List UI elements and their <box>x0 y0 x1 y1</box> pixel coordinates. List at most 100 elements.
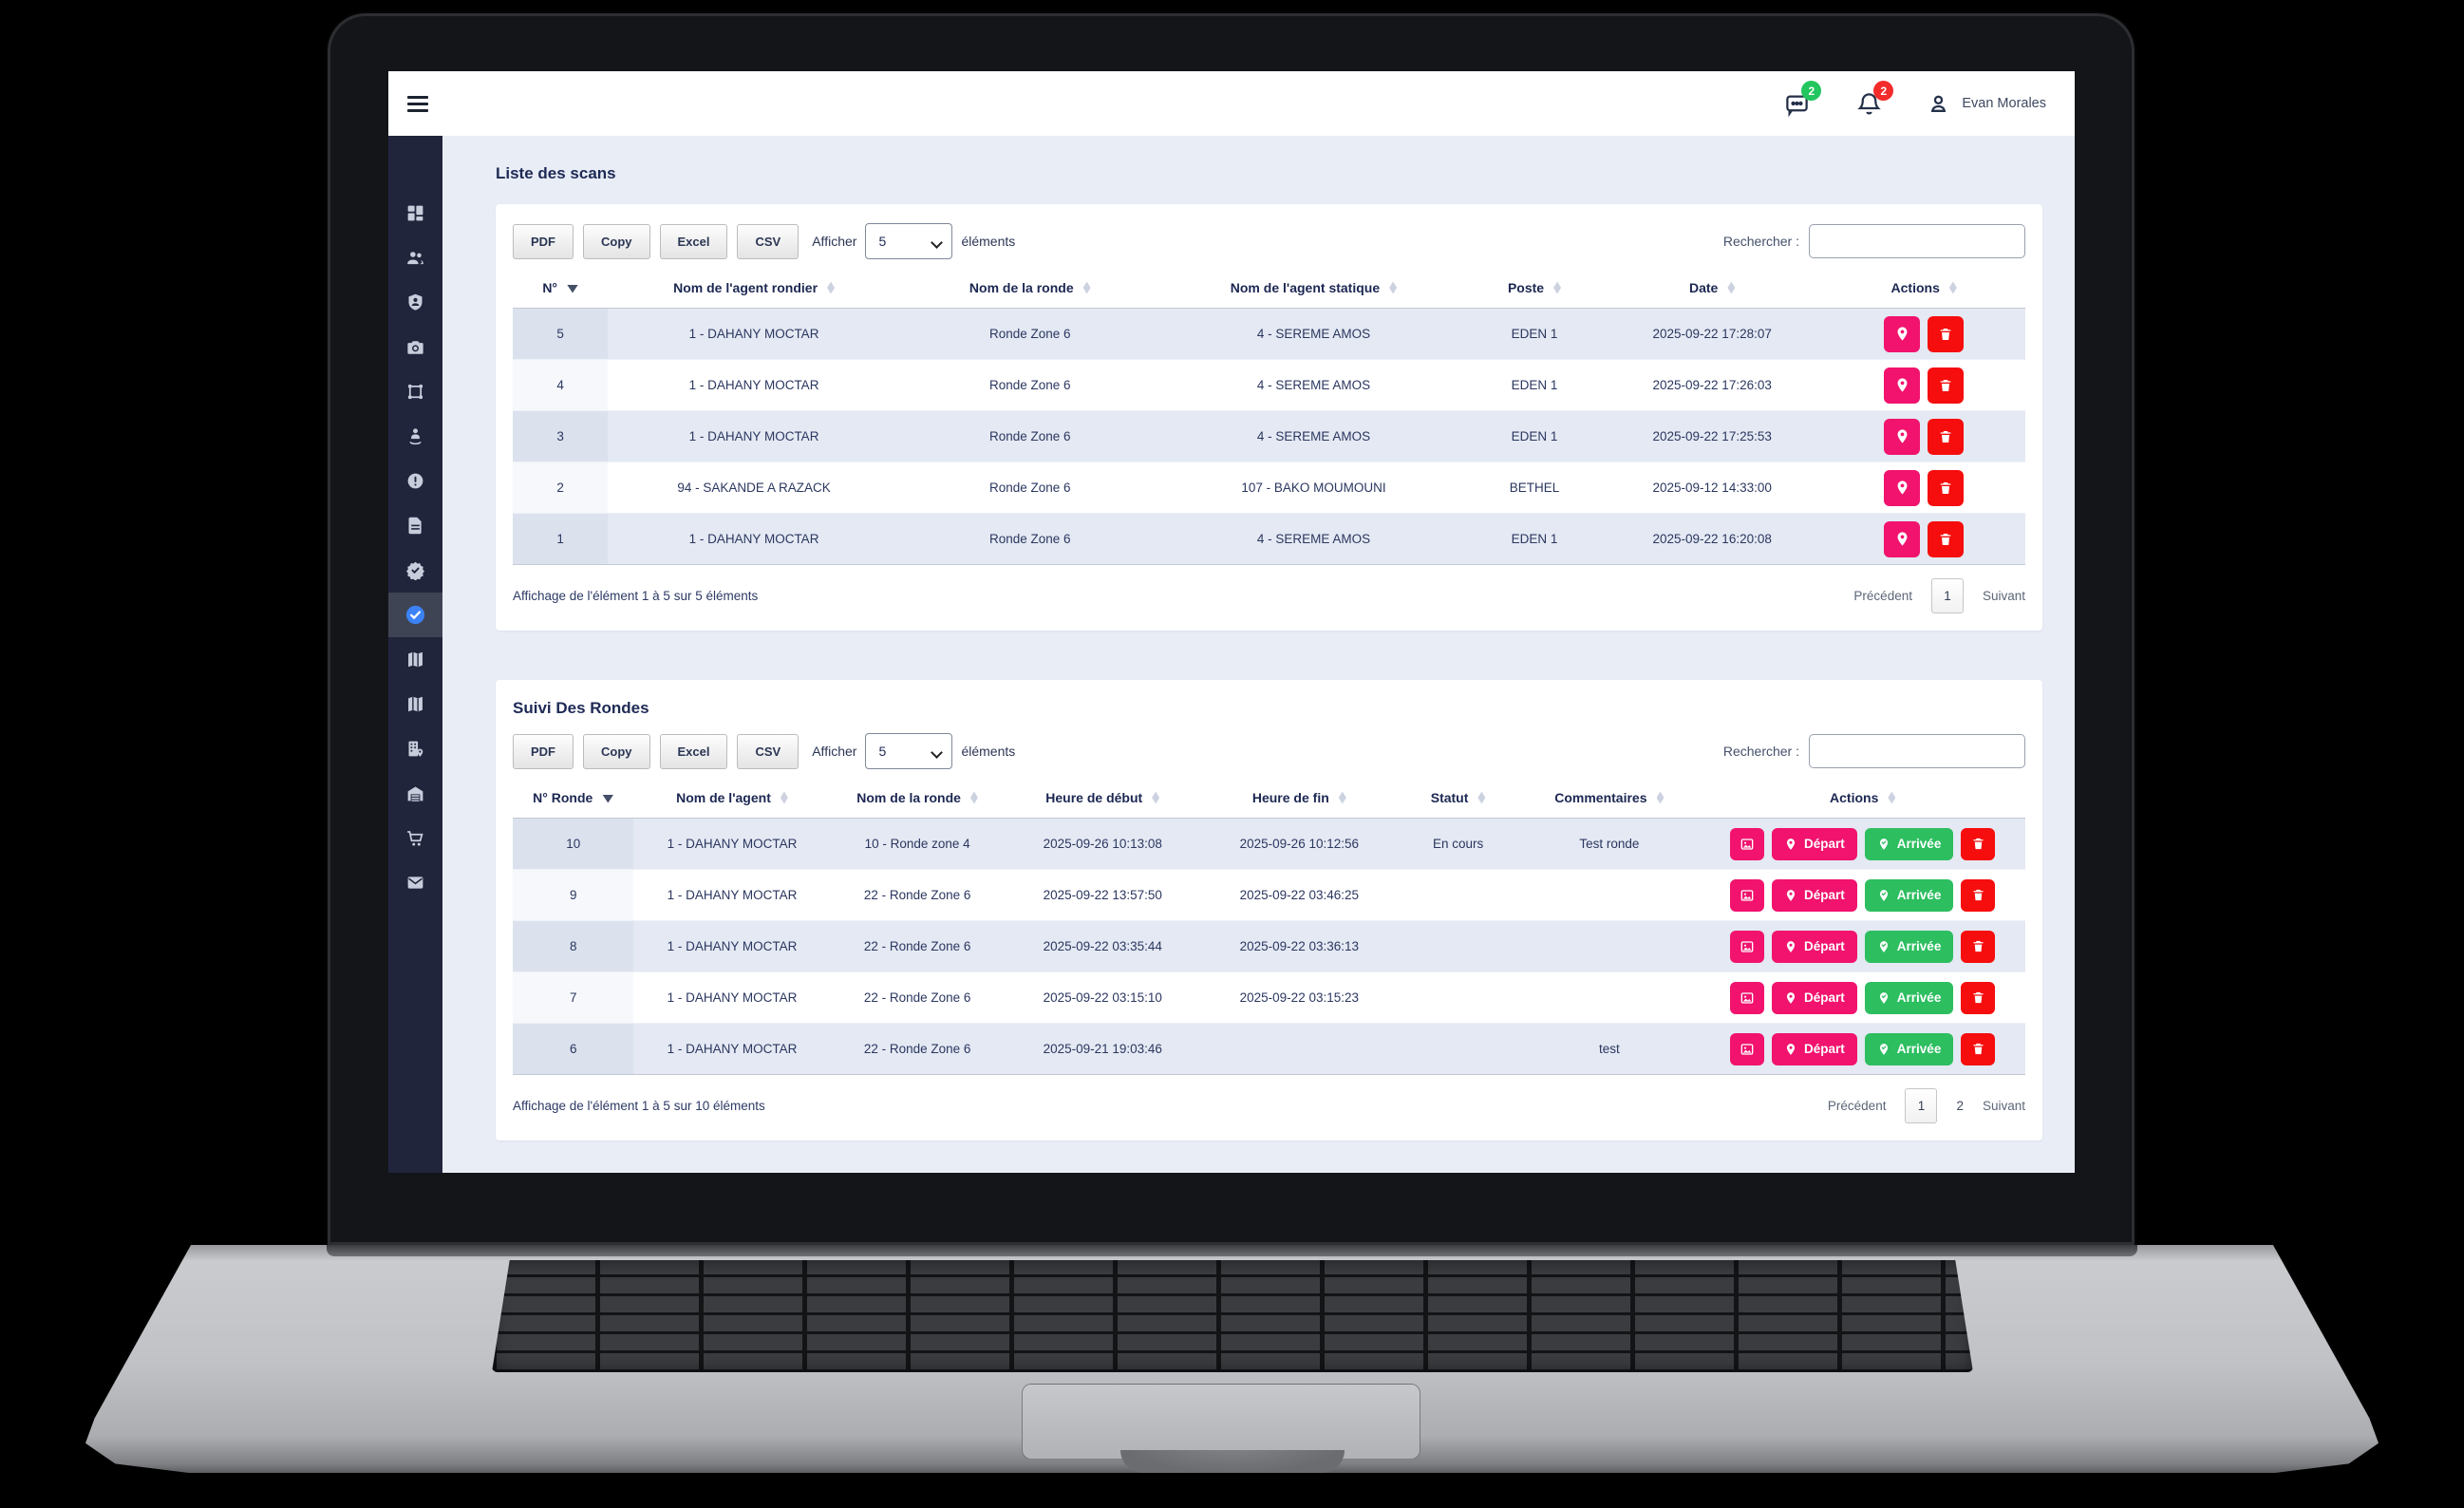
chat-icon <box>1786 95 1808 117</box>
locate-button[interactable] <box>1884 367 1921 404</box>
sort-desc-icon <box>602 794 614 803</box>
delete-button[interactable] <box>1928 520 1965 557</box>
page-1-button[interactable]: 1 <box>1905 1088 1938 1123</box>
sidebar-item-agent-location[interactable] <box>388 414 442 459</box>
column-header-date[interactable]: Date <box>1602 274 1823 308</box>
locate-button[interactable] <box>1884 315 1921 352</box>
previous-page-button[interactable]: Précédent <box>1853 589 1912 603</box>
trash-icon <box>1940 533 1951 545</box>
menu-toggle-button[interactable] <box>407 95 428 112</box>
column-header-fin[interactable]: Heure de fin <box>1201 784 1398 818</box>
notifications-button[interactable]: 2 <box>1854 81 1894 118</box>
delete-button[interactable] <box>1961 878 1996 912</box>
page-1-button[interactable]: 1 <box>1930 578 1964 613</box>
locate-button[interactable] <box>1884 469 1921 506</box>
user-icon <box>1931 95 1947 112</box>
depart-button[interactable]: Départ <box>1772 930 1857 963</box>
sidebar-item-scans-active[interactable] <box>388 593 442 637</box>
delete-button[interactable] <box>1928 367 1965 404</box>
page-length-select[interactable]: 5 <box>865 223 953 259</box>
column-header-actions[interactable]: Actions <box>1700 784 2024 818</box>
delete-button[interactable] <box>1961 981 1996 1014</box>
pdf-button[interactable]: PDF <box>513 733 574 769</box>
sidebar-item-mail[interactable] <box>388 860 442 905</box>
column-header-agent-rondier[interactable]: Nom de l'agent rondier <box>608 274 899 308</box>
column-header-ronde[interactable]: Nom de la ronde <box>900 274 1160 308</box>
delete-button[interactable] <box>1928 315 1965 352</box>
pdf-button[interactable]: PDF <box>513 223 574 259</box>
photo-button[interactable] <box>1730 827 1765 860</box>
column-header-agent[interactable]: Nom de l'agent <box>633 784 830 818</box>
map-pin-icon <box>1786 889 1796 901</box>
photo-button[interactable] <box>1730 930 1765 963</box>
arrivee-button[interactable]: Arrivée <box>1864 981 1954 1014</box>
map-pin-icon <box>1897 378 1908 392</box>
locate-button[interactable] <box>1884 418 1921 455</box>
delete-button[interactable] <box>1961 930 1996 963</box>
search-input[interactable] <box>1809 734 2025 768</box>
sidebar-item-map-2[interactable] <box>388 682 442 726</box>
column-header-actions[interactable]: Actions <box>1822 274 2024 308</box>
sidebar-item-warehouse[interactable] <box>388 771 442 816</box>
laptop-screen: 2 2 Evan Morales <box>328 13 2135 1245</box>
page-length-select[interactable]: 5 <box>865 733 953 769</box>
depart-button[interactable]: Départ <box>1772 981 1857 1014</box>
previous-page-button[interactable]: Précédent <box>1827 1099 1887 1113</box>
arrivee-button[interactable]: Arrivée <box>1864 930 1954 963</box>
image-icon <box>1740 838 1754 850</box>
depart-button[interactable]: Départ <box>1772 878 1857 912</box>
sidebar-item-camera[interactable] <box>388 325 442 369</box>
locate-button[interactable] <box>1884 520 1921 557</box>
column-header-ronde[interactable]: Nom de la ronde <box>831 784 1005 818</box>
arrivee-button[interactable]: Arrivée <box>1864 827 1954 860</box>
search-input[interactable] <box>1809 224 2025 258</box>
photo-button[interactable] <box>1730 878 1765 912</box>
delete-button[interactable] <box>1961 1032 1996 1065</box>
sidebar-item-reports[interactable] <box>388 503 442 548</box>
excel-button[interactable]: Excel <box>659 733 728 769</box>
route-nodes-icon <box>407 384 423 400</box>
column-header-poste[interactable]: Poste <box>1467 274 1602 308</box>
warehouse-icon <box>407 786 423 801</box>
sidebar-item-site-location[interactable] <box>388 726 442 771</box>
column-header-commentaires[interactable]: Commentaires <box>1518 784 1700 818</box>
next-page-button[interactable]: Suivant <box>1982 1099 2025 1113</box>
column-header-agent-statique[interactable]: Nom de l'agent statique <box>1160 274 1467 308</box>
column-header-debut[interactable]: Heure de début <box>1005 784 1201 818</box>
photo-button[interactable] <box>1730 1032 1765 1065</box>
page-2-button[interactable]: 2 <box>1956 1099 1964 1113</box>
delete-button[interactable] <box>1928 418 1965 455</box>
camera-icon <box>407 341 423 354</box>
trash-icon <box>1940 379 1951 391</box>
arrivee-button[interactable]: Arrivée <box>1864 1032 1954 1065</box>
delete-button[interactable] <box>1928 469 1965 506</box>
sidebar-item-users[interactable] <box>388 236 442 280</box>
messages-button[interactable]: 2 <box>1782 81 1822 118</box>
copy-button[interactable]: Copy <box>583 223 650 259</box>
sidebar-item-validations[interactable] <box>388 548 442 593</box>
copy-button[interactable]: Copy <box>583 733 650 769</box>
laptop-hinge <box>326 1245 2138 1256</box>
user-menu[interactable]: Evan Morales <box>1927 92 2046 116</box>
sidebar-item-agent-security[interactable] <box>388 280 442 325</box>
trash-icon <box>1973 940 1984 952</box>
sidebar-item-dashboard[interactable] <box>388 191 442 236</box>
pin-check-icon <box>1879 889 1888 901</box>
sidebar-item-shop[interactable] <box>388 816 442 860</box>
sort-icon <box>1727 281 1736 294</box>
next-page-button[interactable]: Suivant <box>1982 589 2025 603</box>
arrivee-button[interactable]: Arrivée <box>1864 878 1954 912</box>
excel-button[interactable]: Excel <box>659 223 728 259</box>
photo-button[interactable] <box>1730 981 1765 1014</box>
sidebar-item-alerts[interactable] <box>388 459 442 503</box>
column-header-n-ronde[interactable]: N° Ronde <box>513 784 633 818</box>
csv-button[interactable]: CSV <box>737 223 799 259</box>
sidebar-item-routes[interactable] <box>388 369 442 414</box>
depart-button[interactable]: Départ <box>1772 827 1857 860</box>
csv-button[interactable]: CSV <box>737 733 799 769</box>
column-header-n[interactable]: N° <box>513 274 608 308</box>
depart-button[interactable]: Départ <box>1772 1032 1857 1065</box>
delete-button[interactable] <box>1961 827 1996 860</box>
column-header-statut[interactable]: Statut <box>1398 784 1518 818</box>
sidebar-item-map-1[interactable] <box>388 637 442 682</box>
